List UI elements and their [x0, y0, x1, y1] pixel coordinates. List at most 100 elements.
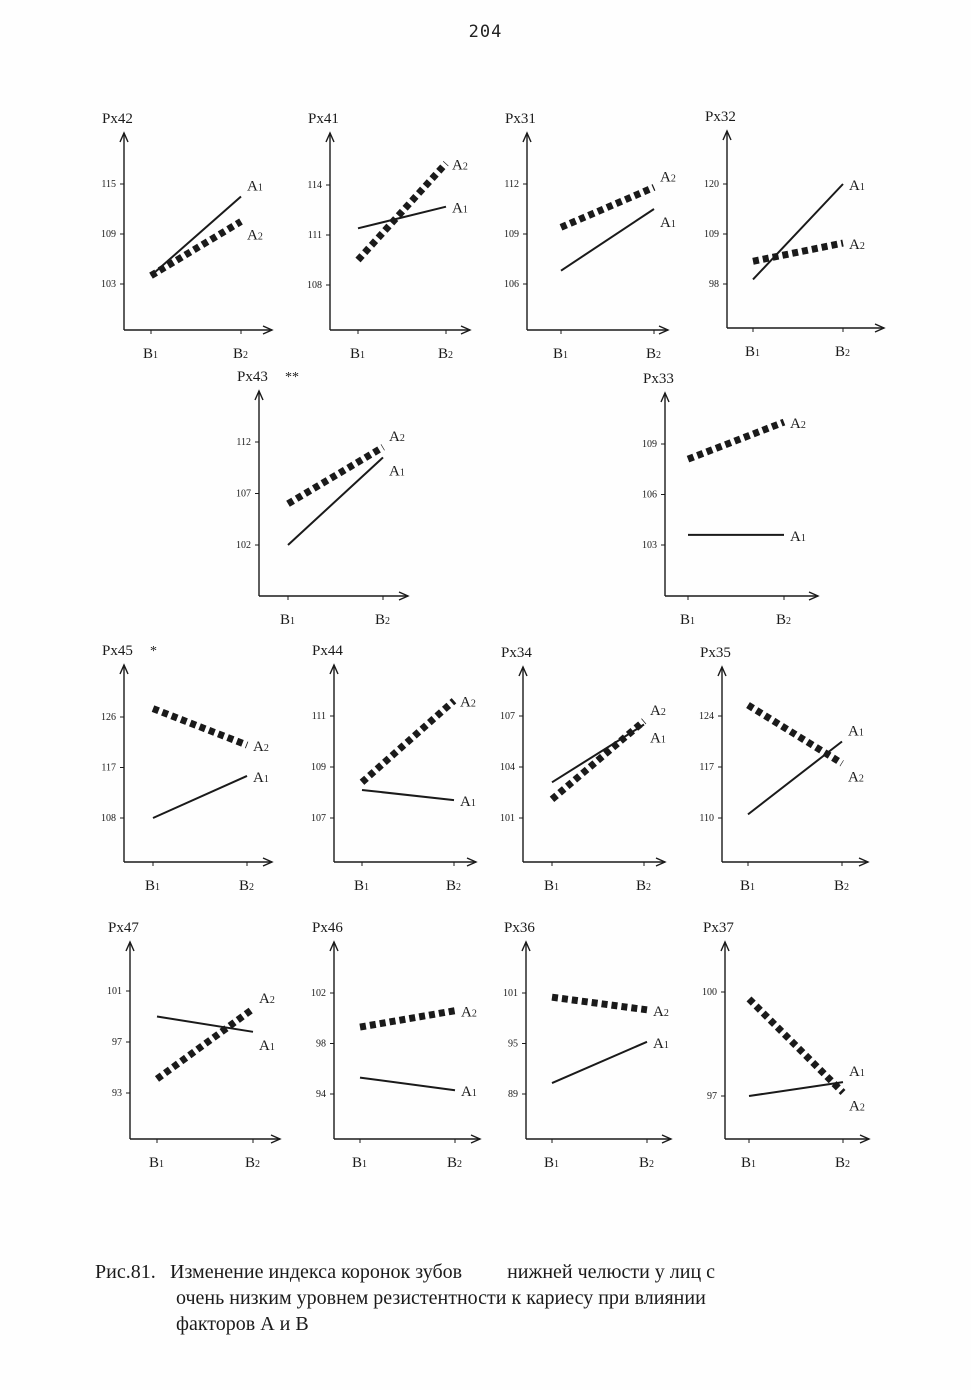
y-tick-label: 102	[236, 540, 251, 551]
y-axis-arrow	[660, 391, 670, 403]
y-tick-label: 111	[312, 711, 326, 722]
y-tick-label: 97	[707, 1091, 717, 1102]
y-tick-label: 108	[307, 280, 322, 291]
chart-px47: Px47 93 97 101 B1 B2 A1 A2	[107, 920, 282, 1171]
series-a2-line	[149, 218, 243, 279]
x-tick-label: B1	[740, 878, 755, 894]
figure-caption-line-3: факторов А и В	[176, 1313, 309, 1335]
x-tick-label: B2	[438, 346, 453, 362]
x-tick-label: B1	[544, 878, 559, 894]
chart-title: Px37	[703, 920, 734, 936]
y-tick-label: 94	[316, 1089, 326, 1100]
y-tick-label: 109	[101, 229, 116, 240]
chart-title: Px45	[102, 643, 133, 659]
x-axis-arrow	[398, 591, 410, 601]
series-label-a1: A1	[849, 1064, 865, 1080]
series-a2-line	[686, 418, 786, 463]
y-tick-label: 95	[508, 1039, 518, 1050]
series-a1-line	[150, 195, 242, 277]
y-tick-label: 101	[107, 986, 122, 997]
series-a2-line	[359, 1007, 456, 1031]
chart-px33: Px33 103 106 109 B1 B2 A1 A2	[642, 371, 820, 628]
chart-px42: Px42 103 109 115 B1 B2 A1 A2	[101, 111, 274, 362]
y-tick-label: 109	[642, 439, 657, 450]
y-tick-label: 110	[699, 813, 714, 824]
x-tick-label: B2	[639, 1155, 654, 1171]
chart-title: Px42	[102, 111, 133, 127]
x-tick-label: B2	[636, 878, 651, 894]
series-label-a1: A1	[790, 529, 806, 545]
y-axis-arrow	[254, 389, 264, 401]
chart-px34: Px34 101 104 107 B1 B2 A1 A2	[500, 645, 667, 894]
y-tick-label: 112	[236, 437, 251, 448]
series-a1-line	[156, 1015, 254, 1033]
x-tick-label: B1	[553, 346, 568, 362]
y-tick-label: 115	[101, 179, 116, 190]
series-label-a1: A1	[389, 463, 405, 479]
x-axis-arrow	[874, 323, 886, 333]
series-label-a2: A2	[460, 695, 476, 711]
series-a2-line	[355, 160, 449, 263]
series-a1-line	[748, 1081, 844, 1097]
y-axis-arrow	[325, 131, 335, 143]
chart-title: Px44	[312, 643, 343, 659]
figure-caption-line-2: очень низким уровнем резистентности к ка…	[176, 1287, 706, 1309]
x-tick-label: B2	[375, 612, 390, 628]
y-tick-label: 107	[236, 489, 251, 500]
y-axis-arrow	[329, 940, 339, 952]
x-tick-label: B2	[233, 346, 248, 362]
series-a2-line	[359, 698, 457, 785]
series-label-a1: A1	[247, 179, 263, 195]
chart-title: Px32	[705, 109, 736, 125]
y-tick-label: 106	[504, 279, 519, 290]
x-axis-arrow	[655, 857, 667, 867]
series-label-a1: A1	[650, 731, 666, 747]
y-tick-label: 102	[311, 988, 326, 999]
page-number: 204	[468, 22, 503, 42]
x-axis-arrow	[661, 1134, 673, 1144]
y-tick-label: 89	[508, 1089, 518, 1100]
series-label-a1: A1	[452, 201, 468, 217]
y-tick-label: 100	[702, 987, 717, 998]
series-label-a1: A1	[253, 770, 269, 786]
y-axis-arrow	[720, 940, 730, 952]
series-label-a1: A1	[848, 724, 864, 740]
x-axis-arrow	[262, 857, 274, 867]
chart-px32: Px32 98 109 120 B1 B2 A1 A2	[704, 109, 886, 360]
chart-title: Px33	[643, 371, 674, 387]
series-label-a2: A2	[389, 429, 405, 445]
y-tick-label: 117	[699, 762, 714, 773]
y-tick-label: 126	[101, 712, 116, 723]
y-axis-arrow	[717, 665, 727, 677]
chart-title: Px46	[312, 920, 343, 936]
x-axis-arrow	[858, 857, 870, 867]
x-axis-arrow	[460, 325, 472, 335]
series-label-a2: A2	[790, 416, 806, 432]
x-tick-label: B1	[741, 1155, 756, 1171]
y-axis-arrow	[521, 940, 531, 952]
x-tick-label: B2	[245, 1155, 260, 1171]
series-a1-line	[287, 456, 384, 546]
chart-title: Px35	[700, 645, 731, 661]
y-tick-label: 108	[101, 813, 116, 824]
chart-title: Px41	[308, 111, 339, 127]
series-label-a2: A2	[253, 739, 269, 755]
series-a1-line	[551, 1040, 648, 1084]
x-tick-label: B1	[149, 1155, 164, 1171]
y-tick-label: 124	[699, 711, 714, 722]
x-tick-label: B1	[145, 878, 160, 894]
series-a2-line	[286, 444, 385, 507]
y-tick-label: 103	[101, 279, 116, 290]
x-axis-arrow	[808, 591, 820, 601]
chart-title: Px43	[237, 369, 268, 385]
chart-px31: Px31 106 109 112 B1 B2 A1 A2	[504, 111, 676, 362]
y-tick-label: 114	[307, 180, 322, 191]
x-axis-arrow	[262, 325, 274, 335]
series-a1-line	[752, 183, 844, 281]
series-a2-line	[551, 993, 648, 1014]
x-tick-label: B1	[354, 878, 369, 894]
y-axis-arrow	[119, 131, 129, 143]
series-label-a2: A2	[848, 769, 864, 785]
y-tick-label: 98	[316, 1039, 326, 1050]
